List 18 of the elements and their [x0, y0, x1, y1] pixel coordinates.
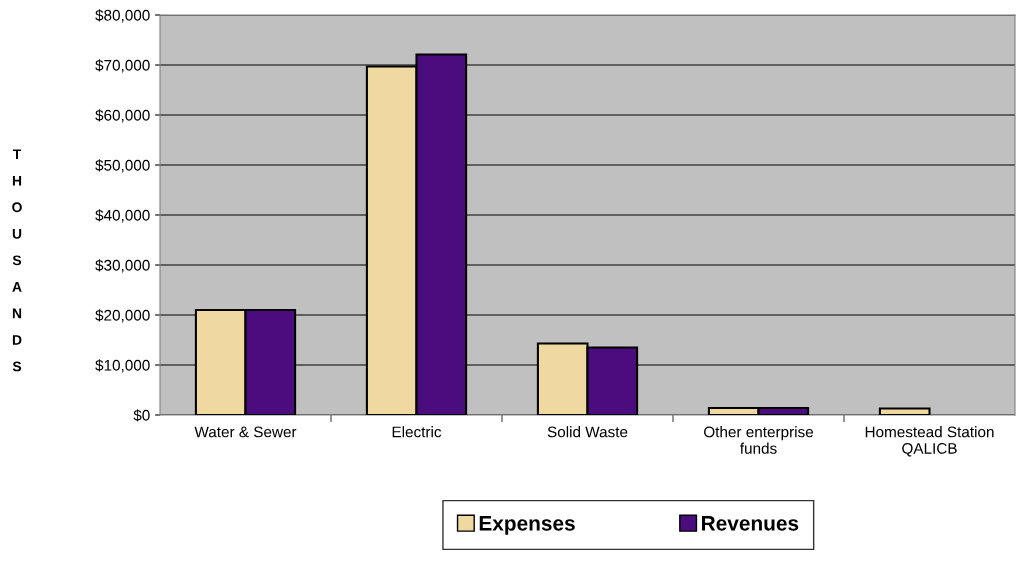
y-tick-label: $20,000 — [95, 309, 150, 323]
y-tick-label: $0 — [133, 409, 150, 422]
x-tick-label: Solid Waste — [547, 426, 628, 438]
y-tick-label: $30,000 — [95, 259, 150, 273]
x-tick-label: Homestead Station QALICB — [865, 426, 994, 457]
x-tick-label: Other enterprise funds — [704, 426, 814, 454]
x-tick-label: Water & Sewer — [194, 426, 297, 438]
y-tick-label: $80,000 — [95, 9, 150, 23]
legend-label: Expenses — [479, 516, 575, 535]
y-tick-label: $60,000 — [95, 109, 150, 123]
y-tick-label: $10,000 — [95, 359, 150, 373]
y-tick-label: $50,000 — [95, 159, 150, 173]
y-tick-label: $70,000 — [95, 59, 150, 73]
text: THOUSANDS — [12, 149, 22, 372]
x-tick-label: Electric — [392, 426, 442, 438]
legend-label: Revenues — [702, 516, 799, 531]
y-tick-label: $40,000 — [95, 209, 150, 223]
bar — [878, 407, 931, 415]
